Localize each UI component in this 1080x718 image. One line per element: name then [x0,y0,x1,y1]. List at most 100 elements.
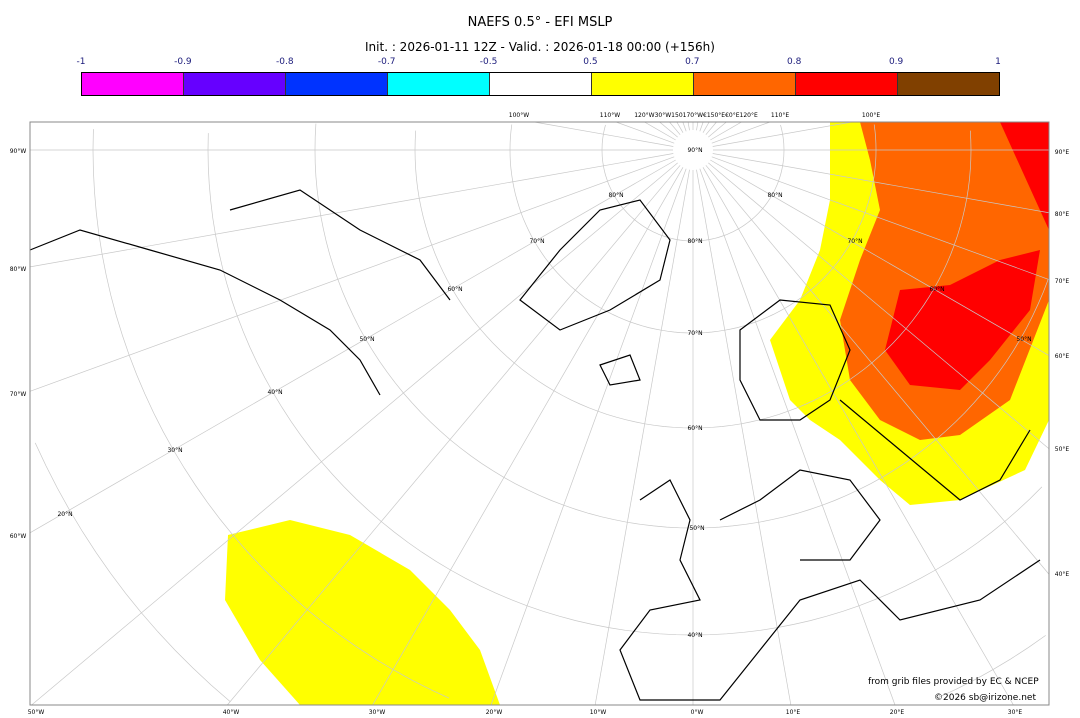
meridian-line [490,168,687,706]
colorbar-tick: 1 [995,57,1001,67]
meridian-line [534,121,674,147]
latitude-label: 50°N [359,336,374,343]
latitude-label: 70°N [847,238,862,245]
colorbar-swatch [184,73,286,95]
right-longitude-label: 70°E [1055,278,1070,285]
meridian-line [696,169,792,706]
colorbar-swatch [694,73,796,95]
latitude-label: 20°N [57,511,72,518]
colorbar-swatch [388,73,490,95]
colorbar-swatch [898,73,999,95]
coastline [619,479,1041,701]
bottom-longitude-label: 30°E [1008,709,1023,716]
bottom-longitude-label: 50°W [28,709,45,716]
coastline [229,189,451,301]
meridian-line [682,121,687,132]
bottom-longitude-label: 20°W [486,709,503,716]
left-longitude-label: 90°W [10,148,27,155]
right-longitude-label: 90°E [1055,149,1070,156]
map-body [29,121,1050,706]
right-longitude-label: 60°E [1055,353,1070,360]
meridian-line [659,121,678,138]
efi-area-red-north [1000,122,1049,230]
latitude-line [414,130,972,429]
colorbar-swatch [490,73,592,95]
latitude-label: 60°N [447,286,462,293]
colorbar-tick: -0.8 [275,57,294,67]
meridian-line [710,159,1050,356]
bottom-longitude-label: 30°W [369,709,386,716]
meridian-line [696,121,699,131]
top-longitude-label: 100°W [509,112,529,119]
colorbar-tick: 0.9 [888,57,904,67]
colorbar-swatch [796,73,898,95]
right-longitude-label: 40°E [1055,571,1070,578]
meridian-line [712,121,852,147]
meridian-line [687,121,690,131]
colorbar-tick: 0.7 [685,57,700,67]
meridian-line [708,162,1050,449]
latitude-label: 50°N [689,525,704,532]
bottom-longitude-label: 10°W [590,709,607,716]
left-longitude-label: 80°W [10,266,27,273]
meridian-line [699,121,704,132]
top-longitude-label: 110°E [771,112,789,119]
map-title: NAEFS 0.5° - EFI MSLP [467,15,613,30]
coastline [29,229,381,396]
meridian-line [712,153,1050,214]
colorbar-tick: -0.7 [377,57,396,67]
meridian-line [29,153,674,268]
latitude-line [601,124,785,242]
meridian-line [702,121,710,133]
coastline [739,299,851,421]
latitude-label: 70°N [687,330,702,337]
latitude-label: 80°N [608,192,623,199]
colorbar-tick: -0.9 [174,57,192,67]
bottom-longitude-label: 0°W [691,709,704,716]
meridian-line [711,156,1050,280]
meridian-line [710,121,742,141]
latitude-line [969,130,972,151]
latitude-label: 40°N [687,632,702,639]
meridian-line [708,121,727,138]
latitude-label: 50°N [1016,336,1031,343]
meridian-line [676,121,684,133]
colorbar-tick: -0.5 [479,57,498,67]
latitude-label: 80°N [767,192,782,199]
latitude-label: 30°N [167,447,182,454]
map-frame [29,121,1050,706]
right-longitude-label: 50°E [1055,446,1070,453]
meridian-line [702,167,1014,706]
meridian-line [615,121,675,144]
colorbar-swatch [82,73,184,95]
meridian-line [31,162,678,706]
latitude-label: 60°N [687,425,702,432]
coastline [839,399,1031,501]
meridian-line [705,165,1050,575]
latitude-line [34,442,231,702]
meridian-line [705,121,717,135]
meridian-line [372,167,684,706]
colorbar-swatch [592,73,694,95]
colorbar [81,72,1000,96]
latitude-label: 40°N [267,389,282,396]
latitude-line [873,124,877,151]
left-longitude-label: 60°W [10,533,27,540]
credit-source: from grib files provided by EC & NCEP [868,677,1039,687]
efi-area-red [885,250,1040,390]
latitude-line [207,133,1043,636]
efi-area-yellow-atlantic [225,520,500,705]
colorbar-tick: 0.5 [583,57,598,67]
latitude-label: 90°N [687,147,702,154]
coastline [719,469,881,561]
latitude-line [92,129,450,699]
latitude-line [509,124,877,334]
colorbar-tick: -1 [76,57,86,67]
top-longitude-label: 120°W30°W150170°W€150°E€0°E120°E [634,112,758,119]
efi-area-orange [840,122,1049,440]
latitude-label: 70°N [529,238,544,245]
left-longitude-label: 70°W [10,391,27,398]
bottom-longitude-label: 10°E [786,709,801,716]
meridian-line [227,165,681,706]
